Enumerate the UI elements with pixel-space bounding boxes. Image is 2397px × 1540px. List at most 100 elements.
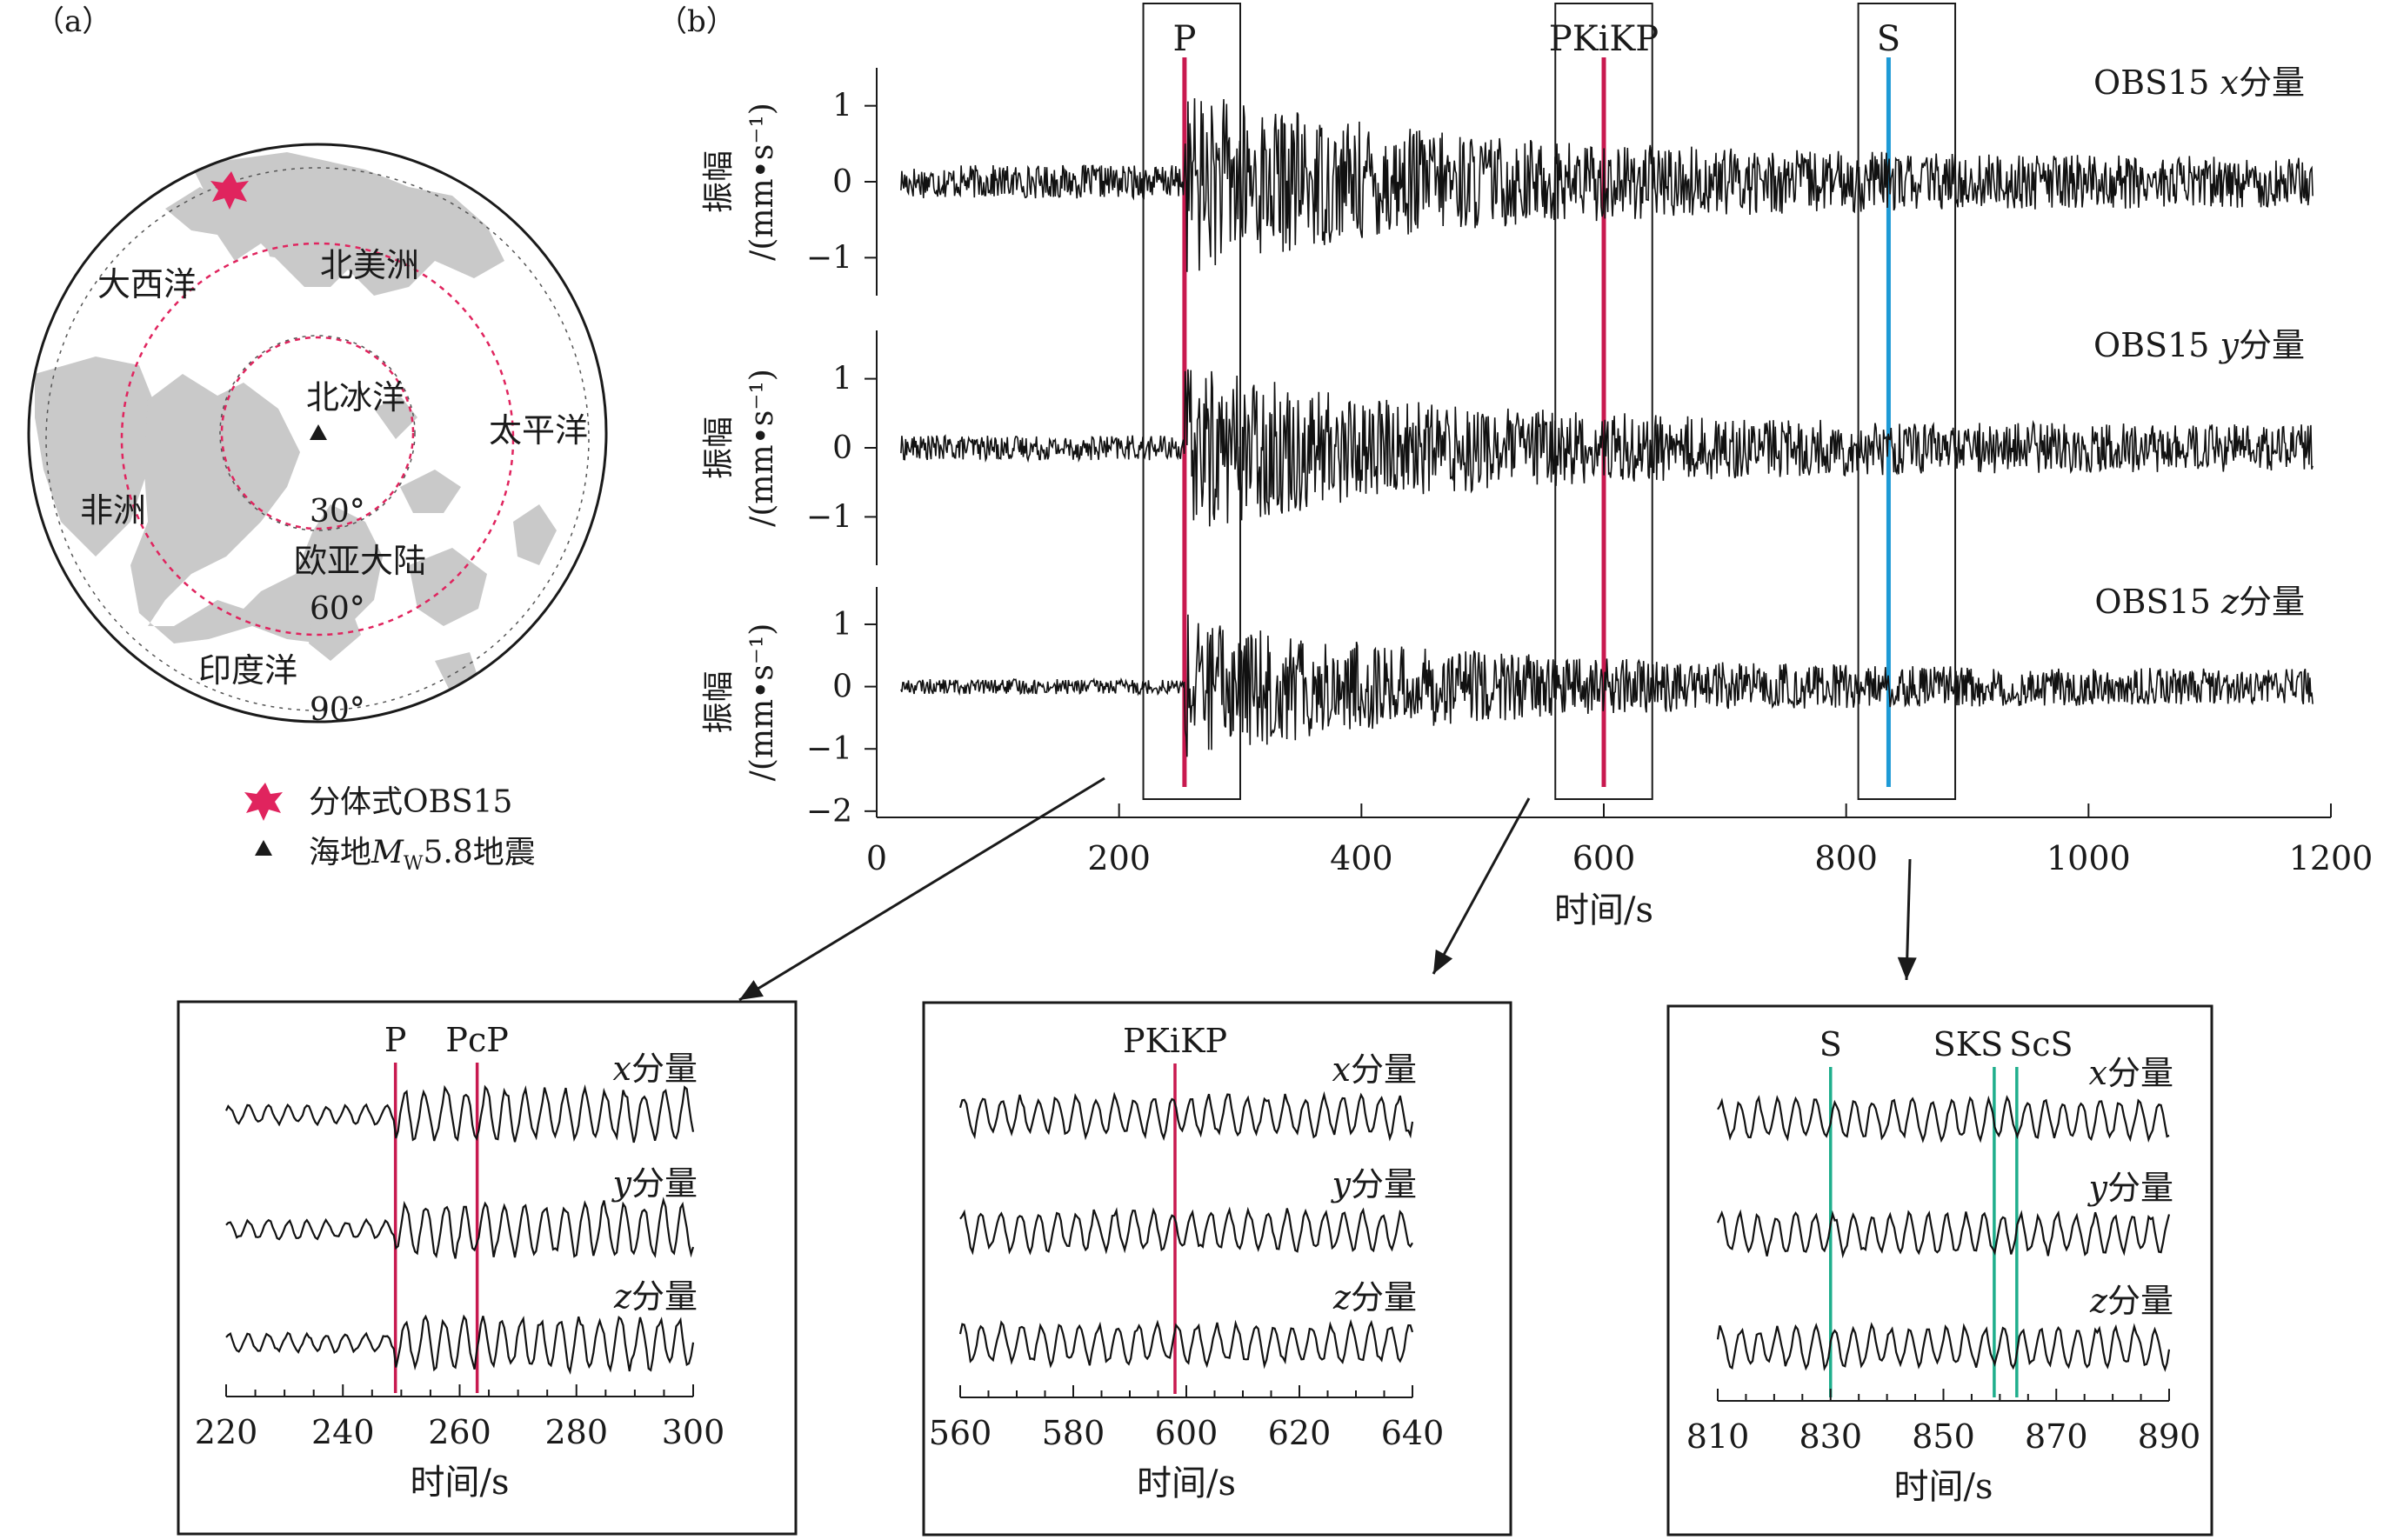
label-africa: 非洲 xyxy=(80,491,146,530)
land-masses xyxy=(35,144,557,696)
zoom-phase-label-2: ScS xyxy=(2009,1025,2073,1063)
zoom-panel-zoom_p: P PcP x分量 y分量 z分量 220 240 260 280 300 时间/s xyxy=(177,1000,798,1536)
zoom-trace-y xyxy=(1716,1209,2171,1259)
zoom-x-tick-label: 220 xyxy=(195,1413,258,1451)
legend-triangle-icon xyxy=(255,840,272,856)
y-axis-label-bottom: /(mm•s⁻¹) xyxy=(744,623,780,782)
phase-box-label-2: S xyxy=(1877,19,1900,59)
zoom-x-tick-label: 810 xyxy=(1686,1417,1750,1456)
zoom-frame xyxy=(922,1001,1512,1537)
x-tick-label: 0 xyxy=(866,839,887,877)
y-tick-label: 1 xyxy=(832,362,852,397)
zoom-series-label-x: x分量 xyxy=(1332,1050,1417,1089)
zoom-x-tick-label: 560 xyxy=(929,1414,992,1452)
series-name-y: OBS15 y分量 xyxy=(2093,326,2305,364)
epicenter-triangle-icon xyxy=(310,424,327,440)
zoom-series-label-y: y分量 xyxy=(611,1164,698,1203)
legend-star-label: 分体式OBS15 xyxy=(309,784,512,820)
zoom-x-tick-label: 300 xyxy=(662,1413,725,1451)
y-tick-label: 1 xyxy=(832,89,852,124)
zoom-frame xyxy=(177,1000,798,1536)
label-north-america: 北美洲 xyxy=(320,246,419,284)
zoom-x-axis-label: 时间/s xyxy=(1893,1467,1993,1507)
arrow-line xyxy=(738,777,1105,1002)
x-tick-label: 600 xyxy=(1572,839,1636,877)
overview-chart: P PKiKP S10−1振幅/(mm•s⁻¹)OBS15 x分量10−1振幅/(m… xyxy=(701,3,2374,1002)
series-name-z: OBS15 z分量 xyxy=(2094,583,2305,621)
overview-track-z: 1 0 −1 −2 振幅/(mm•s⁻¹) OBS15 z分量 xyxy=(701,583,2314,830)
y-axis-label-bottom: /(mm•s⁻¹) xyxy=(744,369,780,527)
zoom-x-axis-label: 时间/s xyxy=(410,1463,509,1503)
ring-60 xyxy=(120,242,515,637)
ring-label-60: 60° xyxy=(310,591,365,627)
x-tick-label: 200 xyxy=(1087,839,1151,877)
overview-x-axis-label: 时间/s xyxy=(1554,890,1653,930)
arrow-2 xyxy=(1897,858,1917,981)
zoom-series-label-z: z分量 xyxy=(2089,1282,2173,1320)
zoom-x-tick-label: 240 xyxy=(311,1413,375,1451)
zoom-x-tick-label: 830 xyxy=(1799,1417,1862,1456)
zoom-trace-z xyxy=(958,1318,1414,1370)
y-tick-label: 0 xyxy=(832,670,852,705)
zoom-x-tick-label: 640 xyxy=(1381,1414,1445,1452)
zoom-x-tick-label: 280 xyxy=(544,1413,608,1451)
label-eurasia: 欧亚大陆 xyxy=(294,542,426,580)
arrow-head xyxy=(1433,949,1453,974)
overview-track-x: 1 0 −1 振幅/(mm•s⁻¹) OBS15 x分量 xyxy=(701,63,2314,296)
zoom-charts: P PcP x分量 y分量 z分量 220 240 260 280 300 时间/s PKiKP x分量… xyxy=(177,1000,2213,1537)
y-tick-label: −1 xyxy=(806,731,852,767)
zoom-x-tick-label: 600 xyxy=(1155,1414,1219,1452)
ring-30 xyxy=(220,336,415,530)
label-pacific: 太平洋 xyxy=(489,411,588,450)
y-tick-label: −1 xyxy=(806,240,852,276)
x-tick-label: 800 xyxy=(1814,839,1878,877)
zoom-x-tick-label: 580 xyxy=(1042,1414,1105,1452)
map-legend: 分体式OBS15 海地MW5.8地震 xyxy=(244,783,536,875)
zoom-trace-x xyxy=(225,1083,695,1143)
zoom-phase-label-0: S xyxy=(1819,1025,1842,1063)
y-tick-label: 1 xyxy=(832,607,852,643)
zoom-trace-y xyxy=(225,1197,695,1259)
zoom-x-tick-label: 260 xyxy=(428,1413,491,1451)
panel-a: （a） xyxy=(27,4,608,875)
arrow-0 xyxy=(738,777,1105,1002)
trace-x xyxy=(900,97,2314,272)
zoom-trace-x xyxy=(1717,1095,2170,1143)
y-axis-label-top: 振幅 xyxy=(701,417,737,479)
zoom-series-label-z: z分量 xyxy=(613,1277,698,1316)
zoom-x-tick-label: 890 xyxy=(2138,1417,2201,1456)
arrow-1 xyxy=(1432,797,1531,975)
series-name-x: OBS15 x分量 xyxy=(2093,63,2305,102)
y-tick-label: 0 xyxy=(832,430,852,466)
zoom-frame xyxy=(1666,1004,2213,1537)
ring-30-gray xyxy=(219,335,416,531)
legend-triangle-label: 海地MW5.8地震 xyxy=(309,835,536,875)
arrow-head xyxy=(1897,957,1917,980)
phase-box-1 xyxy=(1554,3,1653,800)
label-arctic: 北冰洋 xyxy=(306,378,405,417)
map-outline xyxy=(27,143,608,723)
x-tick-label: 1200 xyxy=(2289,839,2374,877)
y-axis-label-top: 振幅 xyxy=(701,670,737,733)
arrow-head xyxy=(739,980,764,1000)
trace-z xyxy=(900,614,2314,757)
phase-box-label-0: P xyxy=(1172,19,1196,59)
panel-b-label: （b） xyxy=(658,4,736,39)
zoom-trace-x xyxy=(958,1090,1414,1142)
zoom-phase-label-0: PKiKP xyxy=(1123,1022,1227,1060)
zoom-phase-label-1: PcP xyxy=(445,1021,508,1059)
zoom-panel-zoom_pkikp: PKiKP x分量 y分量 z分量 560 580 600 620 640 时间/s xyxy=(922,1001,1512,1537)
zoom-series-label-x: x分量 xyxy=(2089,1054,2173,1092)
panel-a-label: （a） xyxy=(35,4,111,39)
y-axis-label-bottom: /(mm•s⁻¹) xyxy=(744,103,780,261)
phase-box-label-1: PKiKP xyxy=(1549,19,1659,59)
zoom-phase-label-0: P xyxy=(384,1021,407,1059)
zoom-trace-z xyxy=(225,1314,695,1376)
label-indian: 印度洋 xyxy=(198,651,297,690)
zoom-series-label-y: y分量 xyxy=(2087,1169,2173,1207)
zoom-series-label-y: y分量 xyxy=(1331,1165,1417,1203)
ring-label-90: 90° xyxy=(310,692,365,728)
zoom-x-tick-label: 850 xyxy=(1912,1417,1975,1456)
y-axis-label-top: 振幅 xyxy=(701,150,737,213)
